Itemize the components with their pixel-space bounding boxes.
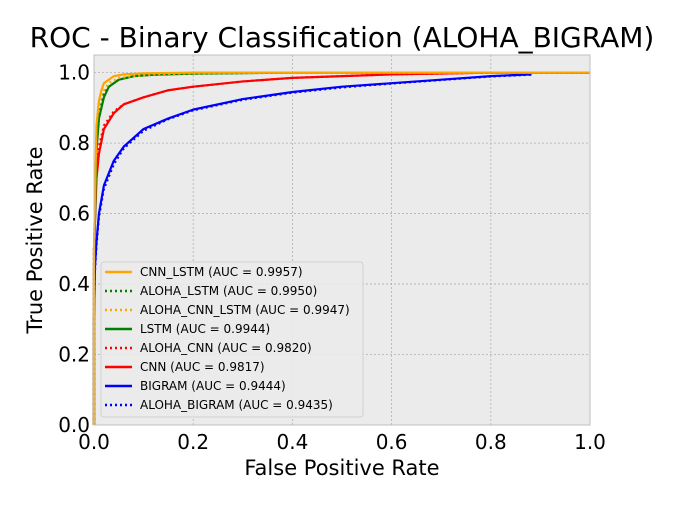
legend-label: CNN (AUC = 0.9817): [140, 360, 265, 374]
y-tick-label: 0.4: [58, 272, 90, 296]
series-line-0: [92, 71, 590, 425]
y-axis-label: True Positive Rate: [23, 146, 47, 334]
y-tick-label: 0.0: [58, 413, 90, 437]
y-tick-label: 0.6: [58, 202, 90, 226]
legend-label: CNN_LSTM (AUC = 0.9957): [140, 265, 303, 279]
x-tick-label: 1.0: [574, 430, 606, 454]
legend-label: ALOHA_BIGRAM (AUC = 0.9435): [140, 398, 333, 412]
series-line-6: [92, 71, 590, 425]
y-tick-label: 0.2: [58, 343, 90, 367]
tick-labels: 0.0 0.2 0.4 0.6 0.8 1.0 0.0 0.2 0.4 0.6 0.8 1.0: [58, 61, 606, 454]
x-tick-label: 0.6: [376, 430, 408, 454]
y-tick-label: 1.0: [58, 61, 90, 85]
series-layer: [92, 71, 590, 425]
legend-label: ALOHA_LSTM (AUC = 0.9950): [140, 284, 317, 298]
plot-frame: [93, 54, 591, 426]
x-tick-label: 0.8: [475, 430, 507, 454]
x-tick-label: 0.4: [276, 430, 308, 454]
x-tick-label: 0.0: [78, 430, 110, 454]
x-axis-label: False Positive Rate: [244, 456, 439, 480]
legend-label: LSTM (AUC = 0.9944): [140, 322, 270, 336]
chart-title: ROC - Binary Classification (ALOHA_BIGRA…: [30, 21, 655, 54]
legend: CNN_LSTM (AUC = 0.9957) ALOHA_LSTM (AUC =…: [100, 261, 364, 418]
legend-box: [100, 261, 364, 418]
legend-label: ALOHA_CNN_LSTM (AUC = 0.9947): [140, 303, 350, 317]
series-line-2: [92, 71, 590, 425]
legend-label: ALOHA_CNN (AUC = 0.9820): [140, 341, 312, 355]
y-tick-label: 0.8: [58, 131, 90, 155]
legend-label: BIGRAM (AUC = 0.9444): [140, 379, 286, 393]
x-tick-label: 0.2: [177, 430, 209, 454]
